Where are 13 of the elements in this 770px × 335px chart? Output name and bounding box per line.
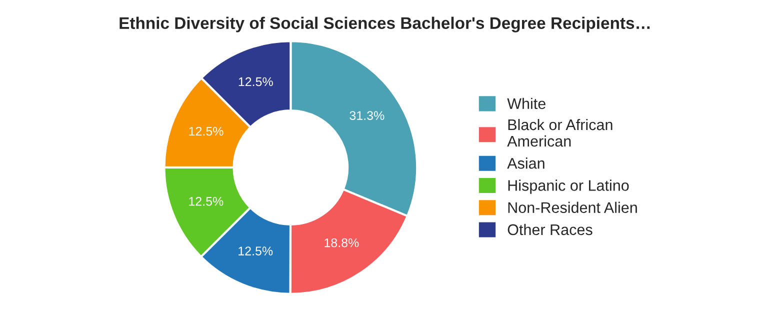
legend-label: Hispanic or Latino <box>508 180 629 194</box>
data-label: 31.3% <box>350 111 384 120</box>
chart-title: Ethnic Diversity of Social Sciences Bachelor's Degree Recipients… <box>120 16 650 32</box>
legend-label: Non-Resident Alien <box>508 202 637 213</box>
data-label: 12.5% <box>189 196 224 206</box>
data-label: 12.5% <box>189 126 224 136</box>
data-label: 12.5% <box>238 246 273 256</box>
legend-label: Other Races <box>508 224 592 236</box>
legend-label: Asian <box>507 158 544 169</box>
legend-label: Black or African American <box>507 118 612 147</box>
data-label: 12.5% <box>238 77 273 86</box>
legend-label: White <box>507 98 546 110</box>
data-label: 18.8% <box>324 238 359 248</box>
